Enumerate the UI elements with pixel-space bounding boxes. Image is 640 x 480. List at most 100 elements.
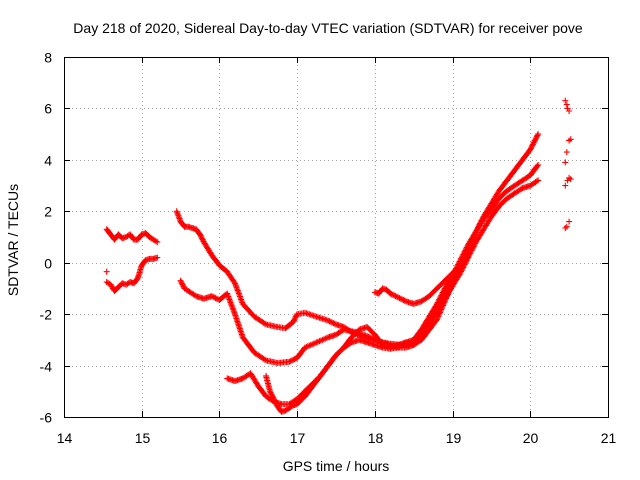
data-point: [535, 162, 542, 168]
data-point: [434, 300, 440, 307]
data-point: [365, 333, 372, 340]
data-point: [401, 297, 408, 304]
data-point: [532, 136, 539, 143]
data-point: [534, 163, 541, 169]
data-point: [211, 294, 218, 301]
data-point: [460, 251, 467, 258]
data-point: [268, 392, 275, 399]
x-tick-label: 20: [523, 430, 539, 446]
data-point: [154, 239, 161, 246]
data-point: [316, 338, 323, 345]
data-point: [292, 313, 299, 320]
data-point: [469, 246, 476, 253]
data-point: [458, 254, 465, 261]
x-tick-label: 15: [135, 430, 151, 446]
series-arc-g: [263, 272, 456, 415]
data-point: [391, 292, 398, 299]
data-point: [103, 268, 110, 275]
series-point-c: [103, 268, 110, 275]
plot-frame: [64, 57, 609, 418]
data-point: [533, 178, 540, 185]
data-point: [191, 292, 198, 299]
data-point: [306, 342, 313, 349]
data-point: [461, 248, 468, 255]
data-point: [175, 214, 182, 221]
data-point: [465, 254, 472, 261]
data-point: [563, 101, 570, 108]
data-point: [198, 235, 205, 242]
data-point: [177, 277, 184, 284]
data-point: [198, 234, 205, 240]
data-point: [388, 291, 395, 298]
data-point: [562, 97, 569, 104]
data-marks: [103, 97, 574, 415]
data-point: [437, 293, 444, 300]
data-point: [329, 319, 336, 326]
data-point: [330, 320, 337, 327]
data-point: [566, 218, 573, 225]
data-point: [366, 334, 373, 341]
data-point: [266, 388, 273, 395]
chart-title: Day 218 of 2020, Sidereal Day-to-day VTE…: [73, 20, 583, 36]
data-point: [397, 295, 404, 302]
y-tick-label: -6: [40, 410, 53, 426]
data-point: [527, 146, 534, 153]
data-point: [270, 396, 277, 402]
data-point: [197, 232, 204, 239]
data-point: [261, 356, 268, 363]
data-point: [567, 176, 574, 183]
data-point: [271, 397, 278, 404]
data-point: [231, 279, 238, 285]
data-point: [463, 244, 470, 251]
y-tick-label: 6: [44, 101, 52, 117]
data-point: [466, 251, 473, 258]
data-point: [303, 343, 310, 350]
x-tick-label: 19: [446, 430, 462, 446]
data-point: [566, 108, 573, 114]
y-axis-label: SDTVAR / TECUs: [5, 184, 21, 296]
data-point: [178, 279, 185, 285]
x-tick-label: 21: [601, 430, 617, 446]
x-tick-label: 17: [290, 430, 306, 446]
data-point: [368, 334, 374, 341]
data-point: [290, 318, 297, 325]
x-tick-label: 18: [368, 430, 384, 446]
data-point: [528, 144, 535, 150]
data-point: [395, 294, 402, 301]
data-point: [434, 299, 441, 306]
data-point: [459, 265, 466, 272]
x-axis-label: GPS time / hours: [283, 458, 390, 474]
series-arc-h: [371, 254, 472, 307]
data-point: [535, 131, 542, 138]
data-point: [518, 186, 525, 192]
data-point: [369, 335, 376, 342]
data-point: [460, 250, 467, 257]
data-point: [440, 288, 447, 295]
y-tick-label: 0: [44, 256, 52, 272]
data-point: [237, 295, 244, 301]
data-point: [390, 291, 396, 298]
data-point: [313, 339, 320, 346]
series-arc-b: [103, 254, 161, 294]
y-tick-label: 2: [44, 204, 52, 220]
data-point: [439, 289, 446, 296]
y-tick-label: -4: [40, 359, 53, 375]
data-point: [562, 225, 569, 231]
data-point: [178, 280, 185, 287]
data-point: [462, 247, 469, 254]
data-point: [387, 290, 394, 297]
data-point: [562, 159, 569, 166]
data-point: [535, 177, 542, 184]
data-point: [331, 320, 338, 327]
data-point: [529, 142, 536, 149]
data-point: [438, 292, 445, 299]
data-point: [323, 334, 330, 341]
data-point: [470, 244, 477, 251]
data-point: [153, 238, 159, 245]
data-point: [396, 295, 403, 302]
series-arc-d: [173, 131, 542, 351]
data-point: [320, 336, 327, 343]
data-point: [290, 317, 297, 324]
data-point: [531, 137, 538, 144]
data-point: [463, 245, 469, 252]
